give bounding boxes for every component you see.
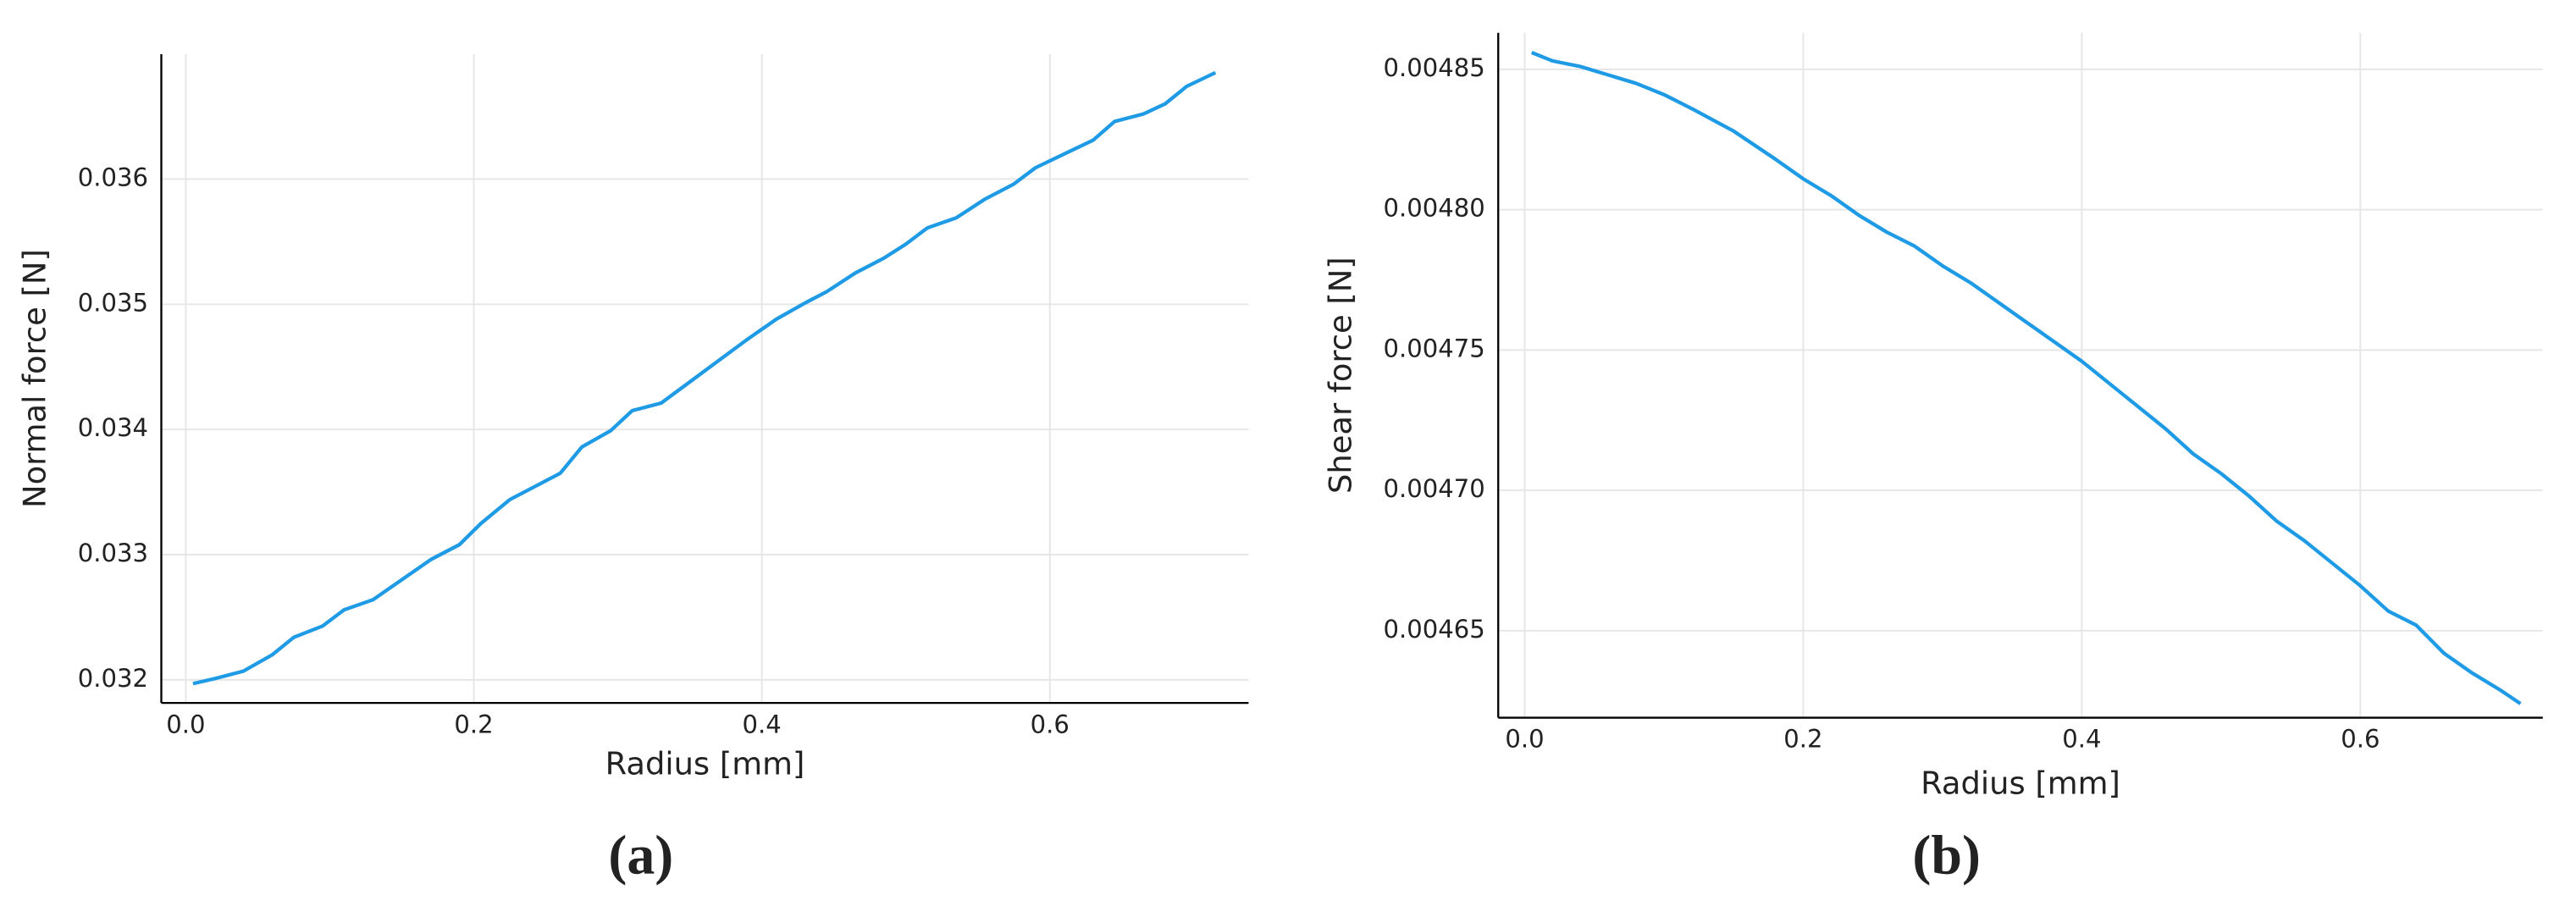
caption: (a) — [608, 824, 673, 886]
y-tick-label: 0.033 — [78, 539, 148, 567]
y-tick-label: 0.036 — [78, 163, 148, 191]
x-tick-label: 0.0 — [1505, 725, 1544, 754]
y-tick-label: 0.035 — [78, 288, 148, 317]
y-tick-label: 0.00485 — [1383, 53, 1484, 82]
y-axis-title: Normal force [N] — [17, 249, 53, 508]
chart-panel: 0.0 0.2 0.4 0.6 0.00465 0.00470 0.00475 0.00480… — [1323, 32, 2543, 886]
chart-panel: 0.0 0.2 0.4 0.6 0.032 0.033 0.034 0.035 0.036 Rad… — [17, 54, 1249, 886]
x-tick-label: 0.4 — [2062, 725, 2101, 754]
x-tick-label: 0.0 — [166, 710, 205, 738]
caption: (b) — [1912, 824, 1981, 886]
data-line — [192, 70, 1217, 686]
y-tick-label: 0.032 — [78, 664, 148, 693]
y-tick-label: 0.00475 — [1383, 334, 1484, 362]
y-tick-label: 0.00480 — [1383, 194, 1484, 223]
y-tick-label: 0.034 — [78, 413, 148, 442]
y-axis-title: Shear force [N] — [1323, 257, 1359, 494]
x-tick-label: 0.2 — [1783, 725, 1822, 754]
x-axis-title: Radius [mm] — [1921, 765, 2120, 802]
y-tick-label: 0.00465 — [1383, 615, 1484, 644]
y-tick-label: 0.00470 — [1383, 474, 1484, 503]
x-tick-label: 0.6 — [1031, 710, 1070, 738]
x-tick-label: 0.4 — [743, 710, 782, 738]
x-tick-label: 0.2 — [454, 710, 493, 738]
x-tick-label: 0.6 — [2341, 725, 2380, 754]
x-axis-title: Radius [mm] — [605, 745, 805, 782]
data-line — [1530, 51, 2522, 705]
